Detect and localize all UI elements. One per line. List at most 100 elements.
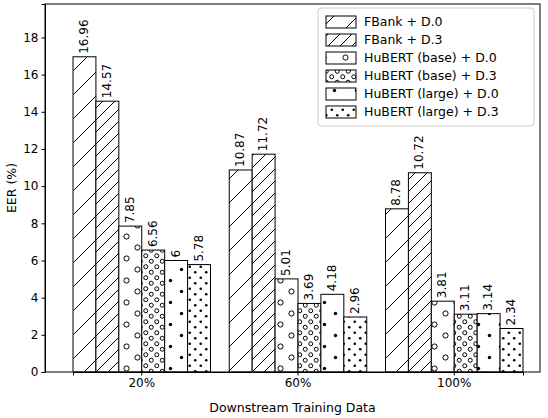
bar-series: [119, 226, 454, 372]
y-tick: 18: [23, 31, 45, 45]
data-label: 3.11: [458, 284, 472, 311]
y-tick-mark: [42, 75, 46, 76]
legend-swatch: [326, 16, 356, 28]
y-tick: 14: [23, 105, 45, 119]
x-tick-label: 100%: [437, 376, 471, 390]
bar: [321, 294, 344, 372]
bar: [165, 260, 188, 372]
legend-swatch: [326, 52, 356, 64]
bar: [298, 303, 321, 372]
data-label: 5.01: [279, 249, 293, 276]
bar: [275, 279, 298, 372]
x-tick-mark: [454, 372, 455, 376]
y-tick-mark: [42, 335, 46, 336]
chart: 16.96 10.87 8.78 14.57 11.72 10.72 7.85 5.01 3.8…: [0, 0, 548, 418]
y-tick-mark: [42, 260, 46, 261]
data-label: 10.72: [412, 135, 426, 169]
y-tick-mark: [42, 37, 46, 38]
bar: [431, 301, 454, 372]
legend: FBank + D.0 FBank + D.3 HuBERT (base) + D.…: [318, 8, 534, 126]
legend-label: HuBERT (base) + D.3: [364, 68, 497, 83]
legend-swatch: [326, 106, 356, 118]
bar: [252, 154, 275, 372]
y-tick-label: 0: [31, 365, 39, 379]
legend-swatch: [326, 34, 356, 46]
y-tick: 12: [23, 142, 45, 156]
data-label: 6: [169, 250, 183, 258]
bar: [119, 226, 142, 372]
data-label: 2.34: [504, 299, 518, 326]
bar: [500, 329, 523, 372]
bar-series: [96, 101, 431, 372]
y-tick-mark: [42, 223, 46, 224]
y-tick-label: 8: [31, 217, 39, 231]
data-label: 11.72: [256, 117, 270, 151]
y-tick-mark: [42, 372, 46, 373]
legend-label: FBank + D.3: [364, 32, 443, 47]
legend-label: FBank + D.0: [364, 14, 443, 29]
data-label: 3.69: [302, 274, 316, 301]
bar: [454, 314, 477, 372]
plot-area: [73, 57, 523, 372]
data-label: 5.78: [192, 235, 206, 262]
data-label: 14.57: [100, 64, 114, 98]
y-tick: 6: [31, 254, 45, 268]
x-tick-label: 60%: [285, 376, 312, 390]
legend-box: [318, 8, 534, 126]
y-tick-label: 4: [31, 291, 39, 305]
y-tick-label: 10: [23, 179, 38, 193]
x-tick-mark: [141, 372, 142, 376]
x-tick: 20%: [128, 372, 155, 390]
y-tick: 8: [31, 217, 45, 231]
bar: [96, 101, 119, 372]
bar-series: [188, 265, 523, 372]
bar: [477, 314, 500, 372]
y-tick-label: 16: [23, 68, 38, 82]
bar: [73, 57, 96, 372]
bar: [229, 170, 252, 372]
x-tick-mark: [298, 372, 299, 376]
x-axis-title: Downstream Training Data: [209, 400, 375, 415]
data-label: 10.87: [233, 133, 247, 167]
legend-label: HuBERT (large) + D.3: [364, 104, 499, 119]
y-tick-label: 12: [23, 142, 38, 156]
data-label: 16.96: [77, 19, 91, 53]
data-label: 7.85: [123, 196, 137, 223]
y-tick: 0: [31, 365, 45, 379]
y-tick-label: 2: [31, 328, 39, 342]
data-label: 2.96: [348, 287, 362, 314]
x-tick: 100%: [437, 372, 471, 390]
legend-swatch: [326, 70, 356, 82]
legend-label: HuBERT (base) + D.0: [364, 50, 497, 65]
y-tick: 2: [31, 328, 45, 342]
y-tick-label: 18: [23, 31, 38, 45]
bar: [386, 209, 409, 372]
y-tick-label: 14: [23, 105, 38, 119]
y-tick-mark: [42, 149, 46, 150]
y-tick-mark: [42, 298, 46, 299]
bar-series: [142, 250, 477, 372]
data-label: 3.81: [435, 271, 449, 298]
data-label: 8.78: [389, 179, 403, 206]
x-tick-label: 20%: [128, 376, 155, 390]
y-tick-mark: [42, 112, 46, 113]
data-label: 6.56: [146, 220, 160, 247]
legend-label: HuBERT (large) + D.0: [364, 86, 499, 101]
y-axis-line: [42, 5, 46, 373]
x-tick: 60%: [285, 372, 312, 390]
bar: [188, 265, 211, 372]
y-axis: 0 2 4 6 8 10 12 14 16 18: [23, 5, 45, 380]
legend-swatch: [326, 88, 356, 100]
plot-frame: [45, 4, 540, 372]
bar: [344, 317, 367, 372]
data-label: 4.18: [325, 265, 339, 292]
y-tick: 16: [23, 68, 45, 82]
bar: [142, 250, 165, 372]
bar-series: [165, 260, 500, 372]
y-tick: 10: [23, 179, 45, 193]
y-tick-mark: [42, 186, 46, 187]
y-tick: 4: [31, 291, 45, 305]
y-tick-label: 6: [31, 254, 39, 268]
y-axis-title: EER (%): [4, 163, 19, 213]
x-axis: 20% 60% 100%: [74, 372, 524, 390]
